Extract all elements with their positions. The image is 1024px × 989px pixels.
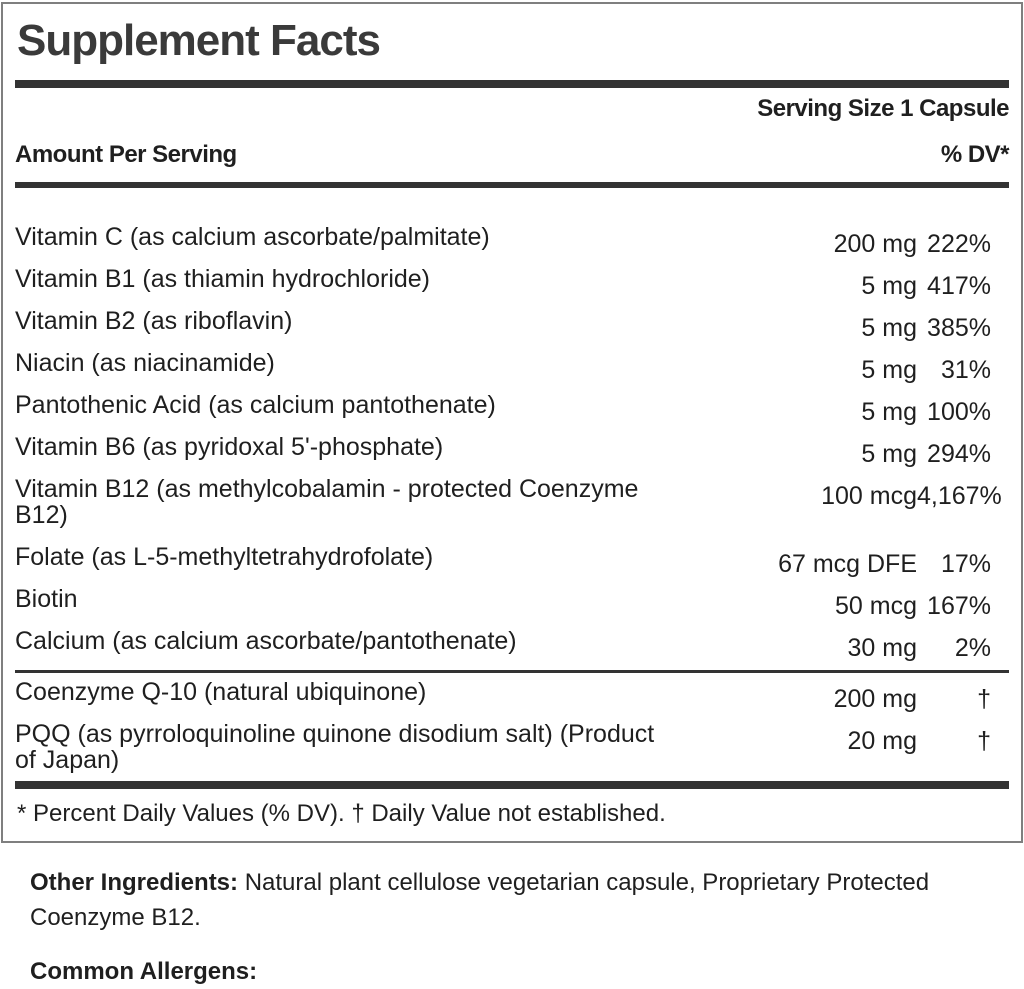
percent-dv-header: % DV*	[940, 140, 1010, 168]
ingredient-dv: †	[977, 726, 991, 755]
row-biotin: Biotin 50 mcg 167%	[15, 584, 1009, 619]
other-ingredients-text: Natural plant cellulose vegetarian capsu…	[30, 868, 930, 931]
other-ingredients-label: Other Ingredients:	[30, 868, 239, 896]
ingredient-name: Vitamin B2 (as riboflavin)	[15, 306, 293, 335]
amount-per-serving-header: Amount Per Serving	[15, 140, 237, 168]
column-header-row: Amount Per Serving % DV*	[15, 140, 1010, 170]
ingredient-amount: 20 mg	[847, 726, 917, 755]
ingredient-name: Coenzyme Q-10 (natural ubiquinone)	[15, 677, 427, 706]
ingredient-amount: 5 mg	[861, 397, 917, 426]
ingredient-name: Pantothenic Acid (as calcium pantothenat…	[15, 390, 496, 419]
ingredient-amount: 5 mg	[861, 271, 917, 300]
row-vitamin-b6: Vitamin B6 (as pyridoxal 5'-phosphate) 5…	[15, 432, 1009, 467]
ingredient-name: Biotin	[15, 584, 78, 613]
row-vitamin-c: Vitamin C (as calcium ascorbate/palmitat…	[15, 222, 1009, 257]
row-vitamin-b2: Vitamin B2 (as riboflavin) 5 mg 385%	[15, 306, 1009, 341]
row-folate: Folate (as L-5-methyltetrahydrofolate) 6…	[15, 542, 1009, 577]
ingredient-dv: 2%	[954, 633, 991, 662]
ingredient-dv: 222%	[927, 229, 991, 258]
ingredient-dv: 385%	[927, 313, 991, 342]
row-coenzyme-q10: Coenzyme Q-10 (natural ubiquinone) 200 m…	[15, 677, 1009, 712]
ingredient-dv: †	[977, 684, 991, 713]
divider-thin-middle	[15, 669, 1009, 673]
dv-footnote: * Percent Daily Values (% DV). † Daily V…	[17, 799, 666, 827]
ingredient-amount: 200 mg	[833, 229, 917, 258]
panel-title: Supplement Facts	[17, 16, 381, 65]
common-allergens-label: Common Allergens:	[30, 957, 258, 985]
ingredient-name: Niacin (as niacinamide)	[15, 348, 275, 377]
ingredient-amount: 5 mg	[861, 313, 917, 342]
row-niacin: Niacin (as niacinamide) 5 mg 31%	[15, 348, 1009, 383]
ingredient-dv: 294%	[927, 439, 991, 468]
ingredient-amount: 50 mcg	[835, 591, 917, 620]
ingredient-name: PQQ (as pyrroloquinoline quinone disodiu…	[15, 719, 655, 774]
ingredient-amount: 100 mcg	[821, 481, 917, 510]
ingredient-name: Calcium (as calcium ascorbate/pantothena…	[15, 626, 517, 655]
ingredient-name: Vitamin B6 (as pyridoxal 5'-phosphate)	[15, 432, 444, 461]
ingredient-dv: 167%	[927, 591, 991, 620]
ingredient-dv: 417%	[927, 271, 991, 300]
ingredient-amount: 200 mg	[833, 684, 917, 713]
ingredient-name: Vitamin B1 (as thiamin hydrochloride)	[15, 264, 431, 293]
other-ingredients: Other Ingredients: Natural plant cellulo…	[30, 865, 1020, 935]
row-vitamin-b12: Vitamin B12 (as methylcobalamin - protec…	[15, 476, 1009, 528]
divider-thick-bottom	[15, 780, 1009, 789]
supplement-facts-panel: Supplement Facts Serving Size 1 Capsule …	[1, 2, 1023, 843]
ingredient-amount: 5 mg	[861, 439, 917, 468]
ingredient-amount: 67 mcg DFE	[778, 549, 917, 578]
ingredient-name: Folate (as L-5-methyltetrahydrofolate)	[15, 542, 434, 571]
divider-under-header	[15, 181, 1009, 188]
ingredient-name: Vitamin B12 (as methylcobalamin - protec…	[15, 474, 639, 529]
divider-thick-top	[15, 79, 1009, 88]
row-vitamin-b1: Vitamin B1 (as thiamin hydrochloride) 5 …	[15, 264, 1009, 299]
ingredient-dv: 17%	[940, 549, 991, 578]
ingredient-amount: 30 mg	[847, 633, 917, 662]
ingredient-dv: 4,167%	[917, 481, 1002, 510]
row-calcium: Calcium (as calcium ascorbate/pantothena…	[15, 626, 1009, 661]
ingredient-amount: 5 mg	[861, 355, 917, 384]
ingredient-dv: 100%	[927, 397, 991, 426]
below-panel-info: Other Ingredients: Natural plant cellulo…	[0, 865, 1024, 989]
row-pqq: PQQ (as pyrroloquinoline quinone disodiu…	[15, 721, 1009, 773]
ingredient-dv: 31%	[940, 355, 991, 384]
ingredient-rows: Vitamin C (as calcium ascorbate/palmitat…	[15, 188, 1009, 773]
ingredient-name: Vitamin C (as calcium ascorbate/palmitat…	[15, 222, 490, 251]
serving-size: Serving Size 1 Capsule	[757, 94, 1009, 122]
row-pantothenic-acid: Pantothenic Acid (as calcium pantothenat…	[15, 390, 1009, 425]
